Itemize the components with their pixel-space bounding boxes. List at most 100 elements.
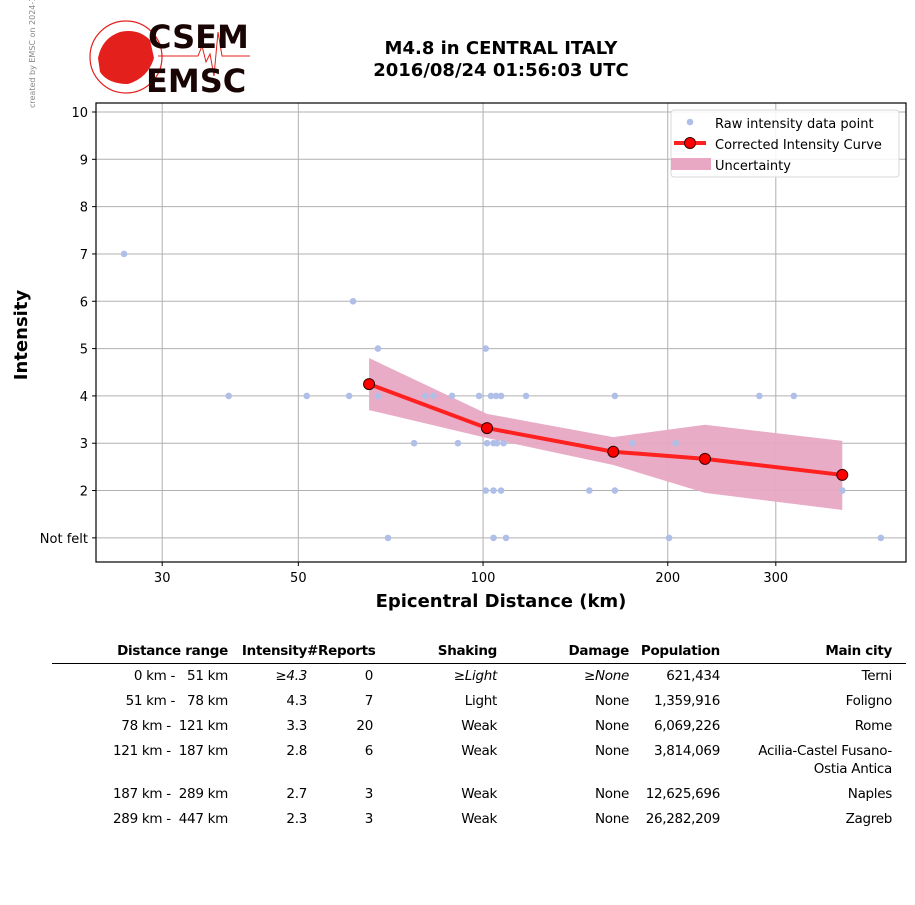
raw-data-point xyxy=(500,439,507,447)
raw-data-point xyxy=(497,487,505,494)
y-tick-label: 8 xyxy=(80,201,88,216)
cell-damage: None xyxy=(594,811,629,827)
cell-damage: None xyxy=(594,786,629,802)
table-row: 51 km - 78 km 4.3 7 Light None 1,359,916 Folig… xyxy=(52,689,906,714)
cell-shaking: ≥Light xyxy=(453,668,498,684)
cell-main-city: Terni xyxy=(861,668,893,684)
emsc-logo: CSEM EMSC xyxy=(89,18,250,98)
raw-data-point xyxy=(448,392,456,400)
header-damage: Damage xyxy=(497,640,629,664)
cell-population: 6,069,226 xyxy=(653,718,720,734)
curve-marker xyxy=(607,445,620,458)
cell-reports: 3 xyxy=(364,811,374,827)
cell-intensity: 4.3 xyxy=(286,693,307,709)
legend-box xyxy=(670,109,900,178)
cell-intensity: 3.3 xyxy=(286,718,307,734)
x-tick-label: 30 xyxy=(154,571,171,586)
legend-curve-marker xyxy=(684,137,696,149)
y-tick-label: 9 xyxy=(80,153,88,168)
raw-data-point xyxy=(120,250,128,258)
raw-data-point xyxy=(502,534,510,542)
curve-marker xyxy=(698,452,711,465)
cell-damage: None xyxy=(594,743,629,759)
cell-reports: 7 xyxy=(364,693,374,709)
raw-data-point xyxy=(756,392,763,400)
raw-data-point xyxy=(490,534,497,542)
raw-data-point xyxy=(430,392,437,400)
raw-data-point xyxy=(522,392,530,400)
cell-reports: 0 xyxy=(364,668,374,684)
legend-label: Uncertainty xyxy=(715,159,791,174)
cell-main-city: Acilia-Castel Fusano-Ostia Antica xyxy=(758,743,892,777)
table-row: 0 km - 51 km ≥4.3 0 ≥Light ≥None 621,434 Terni xyxy=(52,664,906,690)
chart-title-line2: 2016/08/24 01:56:03 UTC xyxy=(373,60,629,81)
header-population: Population xyxy=(629,640,720,664)
logo-bottom: EMSC xyxy=(146,62,246,98)
y-tick-label: Not felt xyxy=(40,532,88,547)
cell-shaking: Weak xyxy=(461,718,497,734)
x-tick-label: 300 xyxy=(763,571,788,586)
uncertainty-band xyxy=(369,358,843,510)
table-header-row: Distance range Intensity #Reports Shaking Da… xyxy=(52,640,906,664)
legend-label: Raw intensity data point xyxy=(715,117,874,132)
y-tick-label: 10 xyxy=(71,106,88,121)
cell-shaking: Weak xyxy=(461,811,497,827)
curve-marker xyxy=(481,422,494,435)
raw-data-point xyxy=(349,297,357,305)
cell-intensity: 2.3 xyxy=(286,811,307,827)
cell-distance-range: 78 km - 121 km xyxy=(121,718,228,734)
cell-distance-range: 289 km - 447 km xyxy=(113,811,228,827)
raw-data-point xyxy=(454,439,462,447)
raw-data-point xyxy=(790,392,798,400)
cell-population: 621,434 xyxy=(666,668,720,684)
raw-data-point xyxy=(345,392,353,400)
cell-distance-range: 121 km - 187 km xyxy=(113,743,228,759)
legend-label: Corrected Intensity Curve xyxy=(715,138,882,153)
raw-data-point xyxy=(410,439,418,447)
raw-data-point xyxy=(490,487,497,494)
raw-data-point xyxy=(838,487,846,494)
chart-title-line1: M4.8 in CENTRAL ITALY xyxy=(384,38,618,59)
cell-population: 3,814,069 xyxy=(653,743,720,759)
raw-data-point xyxy=(421,392,429,400)
cell-shaking: Weak xyxy=(461,786,497,802)
table-row: 78 km - 121 km 3.3 20 Weak None 6,069,226 Rome xyxy=(52,714,906,739)
y-tick-label: 3 xyxy=(80,437,88,452)
y-tick-label: 7 xyxy=(80,248,88,263)
y-tick-label: 5 xyxy=(80,343,88,358)
cell-intensity: 2.7 xyxy=(286,786,307,802)
raw-data-point xyxy=(497,392,505,400)
header-distance-range: Distance range xyxy=(52,640,228,664)
raw-data-point xyxy=(482,487,489,494)
raw-data-point xyxy=(482,345,489,352)
x-tick-label: 100 xyxy=(471,571,496,586)
cell-main-city: Foligno xyxy=(845,693,893,709)
raw-data-point xyxy=(672,439,679,447)
raw-data-point xyxy=(586,487,593,494)
raw-data-point xyxy=(611,487,619,494)
raw-data-point xyxy=(374,345,382,352)
y-tick-label: 2 xyxy=(80,485,88,500)
header-shaking: Shaking xyxy=(373,640,497,664)
raw-data-point xyxy=(225,392,232,400)
raw-data-point xyxy=(492,392,500,400)
intensity-table: Distance range Intensity #Reports Shaking Da… xyxy=(52,640,906,832)
cell-main-city: Naples xyxy=(847,786,893,802)
cell-shaking: Light xyxy=(464,693,498,709)
plot-frame xyxy=(95,102,907,563)
cell-reports: 6 xyxy=(364,743,374,759)
header-intensity: Intensity xyxy=(228,640,307,664)
raw-data-point xyxy=(374,392,382,400)
curve-marker xyxy=(836,468,849,481)
cell-shaking: Weak xyxy=(461,743,497,759)
raw-data-point xyxy=(384,534,392,542)
raw-data-point xyxy=(483,439,491,447)
raw-data-point xyxy=(487,392,495,400)
intensity-chart: 30 50 100 200 300 Not felt 2 3 4 5 6 7 8 9 10 Raw inten… xyxy=(11,102,907,612)
x-tick-label: 50 xyxy=(290,571,307,586)
logo-top: CSEM xyxy=(148,18,249,56)
header-reports: #Reports xyxy=(307,640,376,664)
table-row: 187 km - 289 km 2.7 3 Weak None 12,625,696 Nap… xyxy=(52,782,906,807)
legend-band-swatch xyxy=(671,158,711,170)
cell-damage: ≥None xyxy=(583,668,629,684)
